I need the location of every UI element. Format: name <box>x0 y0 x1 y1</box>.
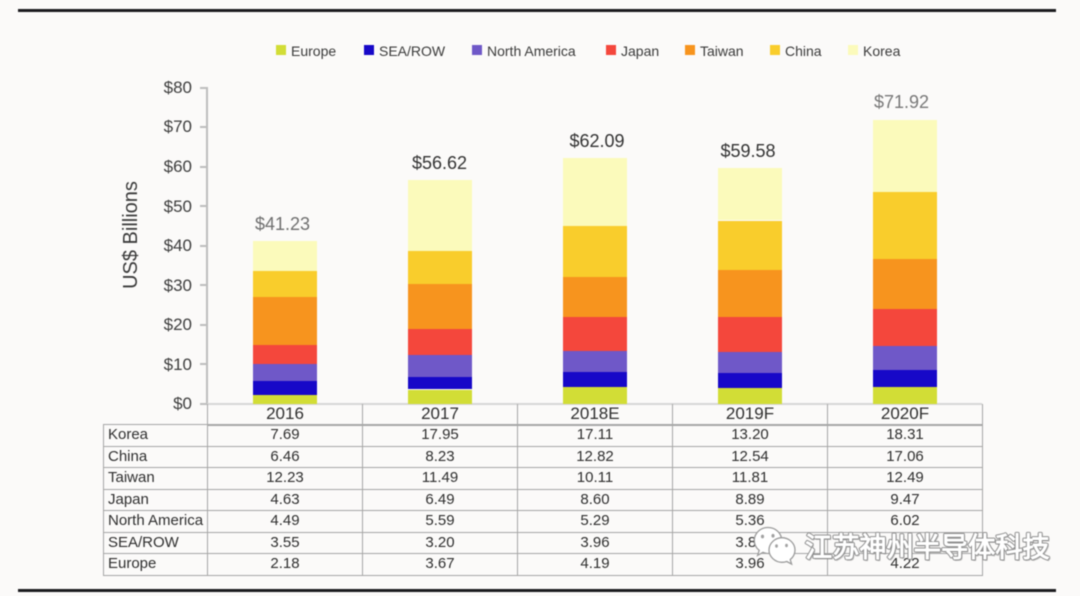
svg-text:江苏神州半导体科技: 江苏神州半导体科技 <box>805 532 1051 563</box>
svg-text:江苏神州半导体科技: 江苏神州半导体科技 <box>806 533 1052 564</box>
